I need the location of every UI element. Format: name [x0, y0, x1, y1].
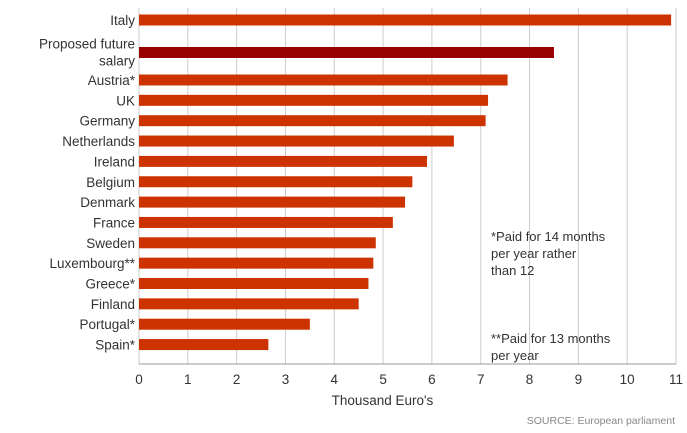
x-tick-label: 9	[575, 372, 583, 387]
category-label: Denmark	[80, 195, 135, 210]
x-tick-label: 4	[331, 372, 339, 387]
category-label-line: salary	[99, 54, 135, 69]
bar	[139, 339, 269, 351]
footnote-14-months: *Paid for 14 months per year rather than…	[491, 229, 606, 278]
x-tick-label: 0	[135, 372, 143, 387]
bar	[139, 94, 489, 106]
category-label: UK	[116, 93, 135, 108]
category-label: Austria*	[88, 73, 136, 88]
category-label: Greece*	[85, 277, 135, 292]
footnotes: *Paid for 14 months per year rather than…	[491, 211, 610, 381]
x-tick-label: 10	[620, 372, 635, 387]
x-tick-label: 6	[428, 372, 436, 387]
bar	[139, 135, 454, 147]
bar	[139, 237, 376, 249]
category-label: France	[93, 215, 135, 230]
x-tick-label: 7	[477, 372, 485, 387]
bar	[139, 115, 486, 127]
x-tick-label: 8	[526, 372, 534, 387]
category-label: Luxembourg**	[49, 256, 135, 271]
bar	[139, 47, 554, 58]
bar	[139, 216, 393, 228]
category-label: Finland	[91, 297, 135, 312]
category-label: Proposed future salary	[39, 37, 135, 69]
category-label: Portugal*	[79, 317, 135, 332]
bar	[139, 298, 359, 310]
x-tick-label: 11	[669, 372, 683, 387]
category-label-line: Proposed future	[39, 37, 135, 52]
source-note: SOURCE: European parliament	[526, 415, 675, 427]
bar	[139, 196, 406, 208]
bar	[139, 278, 369, 289]
category-label: Sweden	[86, 236, 135, 251]
category-label: Belgium	[86, 175, 135, 190]
bar	[139, 155, 428, 167]
category-label: Spain*	[95, 338, 136, 353]
x-tick-label: 5	[379, 372, 387, 387]
bar	[139, 176, 413, 188]
bar	[139, 14, 672, 26]
category-label: Germany	[79, 114, 135, 129]
category-label: Netherlands	[62, 134, 135, 149]
x-axis-title: Thousand Euro's	[332, 393, 434, 408]
bar	[139, 257, 374, 269]
x-tick-label: 1	[184, 372, 192, 387]
category-label: Ireland	[94, 154, 135, 169]
category-label: Italy	[110, 13, 135, 28]
footnote-13-months: **Paid for 13 months per year	[491, 331, 611, 363]
x-tick-label: 3	[282, 372, 290, 387]
bar	[139, 318, 310, 330]
bar	[139, 74, 508, 86]
x-tick-label: 2	[233, 372, 241, 387]
